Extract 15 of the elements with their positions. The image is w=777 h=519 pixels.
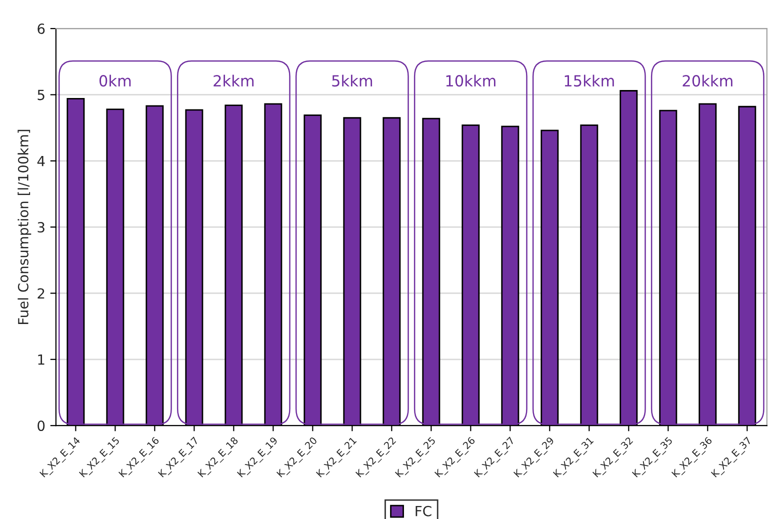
legend-label: FC xyxy=(416,506,432,516)
y-tick-label: 6 xyxy=(38,24,45,34)
y-axis-title: Fuel Consumption [l/100km] xyxy=(18,130,32,324)
y-tick-label: 2 xyxy=(38,288,44,299)
annotation: 5kkm xyxy=(332,74,372,87)
y-tick-label: 1 xyxy=(38,354,44,365)
y-tick-label: 4 xyxy=(37,156,45,166)
annotation: 20kkm xyxy=(682,74,732,87)
y-tick-label: 3 xyxy=(38,222,44,233)
y-tick-label: 0 xyxy=(38,420,45,432)
annotation: 10kkm xyxy=(446,74,496,87)
annotation: 2kkm xyxy=(214,74,254,86)
y-tick-label: 5 xyxy=(38,90,44,100)
annotation: 0km xyxy=(99,74,131,87)
annotation: 15kkm xyxy=(564,74,614,87)
